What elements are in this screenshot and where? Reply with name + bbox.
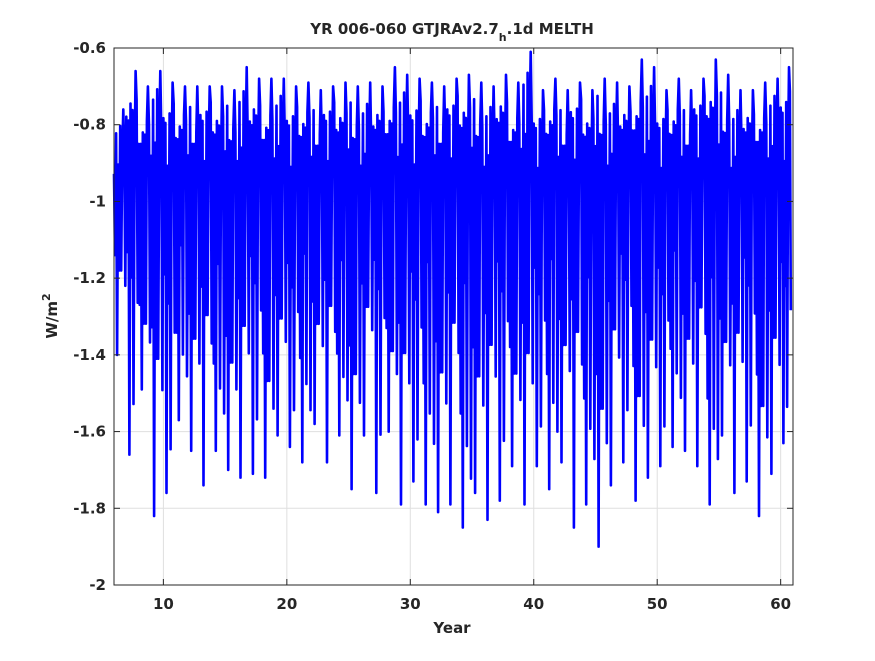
y-tick-label: -1.6	[73, 423, 106, 441]
y-tick-label: -0.6	[73, 39, 106, 57]
series-line	[112, 50, 793, 548]
x-tick-label: 40	[523, 595, 544, 613]
chart-title: YR 006-060 GTJRAv2.7h.1d MELTH	[309, 20, 594, 44]
y-tick-label: -2	[89, 576, 106, 594]
x-axis-label: Year	[432, 619, 471, 637]
x-tick-label: 20	[276, 595, 297, 613]
x-tick-label: 60	[770, 595, 791, 613]
x-tick-label: 30	[400, 595, 421, 613]
y-tick-label: -1.4	[73, 346, 106, 364]
plot-frame	[113, 47, 794, 586]
x-tick-label: 10	[153, 595, 174, 613]
y-tick-label: -1	[89, 192, 106, 210]
series-layer	[112, 50, 793, 548]
y-tick-label: -0.8	[73, 116, 106, 134]
y-axis-label: W/m2	[40, 293, 61, 338]
y-tick-label: -1.8	[73, 499, 106, 517]
y-tick-label: -1.2	[73, 269, 106, 287]
axes: 10 20 30 40 50 60 -2 -1.8 -1.6 -1.4 -1.2 -1 -0.8 -0.6	[73, 39, 794, 613]
x-tick-label: 50	[647, 595, 668, 613]
